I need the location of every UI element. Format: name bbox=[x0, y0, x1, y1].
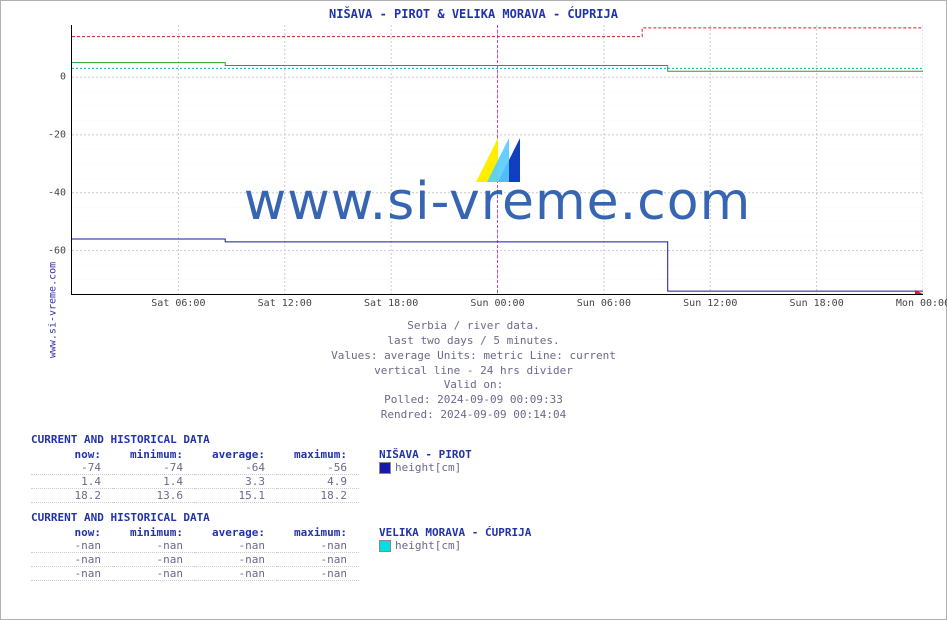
series-name-header: VELIKA MORAVA - ĆUPRIJA bbox=[359, 526, 543, 539]
table-row: -nan-nan-nan-nanheight[cm] bbox=[31, 539, 543, 553]
desc-line: Values: average Units: metric Line: curr… bbox=[1, 349, 946, 364]
plot-area: www.si-vreme.com -60-40-200Sat 06:00Sat … bbox=[71, 25, 923, 295]
table-title: CURRENT AND HISTORICAL DATA bbox=[31, 433, 916, 446]
y-tick-label: 0 bbox=[60, 72, 72, 83]
table-cell: -nan bbox=[277, 539, 359, 553]
chart-title: NIŠAVA - PIROT & VELIKA MORAVA - ĆUPRIJA bbox=[1, 7, 946, 21]
table-cell: -nan bbox=[31, 539, 113, 553]
table-cell: -nan bbox=[113, 553, 195, 567]
legend-swatch bbox=[379, 540, 391, 552]
data-table: now:minimum:average:maximum:VELIKA MORAV… bbox=[31, 526, 543, 581]
table-cell: -nan bbox=[195, 539, 277, 553]
desc-line: Serbia / river data. bbox=[1, 319, 946, 334]
legend-swatch bbox=[379, 462, 391, 474]
series-name-header: NIŠAVA - PIROT bbox=[359, 448, 484, 461]
table-cell: 4.9 bbox=[277, 475, 359, 489]
y-tick-label: -60 bbox=[48, 245, 72, 256]
column-header: minimum: bbox=[113, 448, 195, 461]
column-header: maximum: bbox=[277, 448, 359, 461]
desc-line: vertical line - 24 hrs divider bbox=[1, 364, 946, 379]
y-tick-label: -40 bbox=[48, 187, 72, 198]
row-label bbox=[359, 489, 484, 503]
table-cell: -nan bbox=[31, 567, 113, 581]
table-cell: 1.4 bbox=[113, 475, 195, 489]
chart-description: Serbia / river data. last two days / 5 m… bbox=[1, 319, 946, 423]
x-tick-label: Sat 12:00 bbox=[258, 294, 312, 309]
table-cell: 18.2 bbox=[277, 489, 359, 503]
table-cell: -74 bbox=[31, 461, 113, 475]
table-row: -nan-nan-nan-nan bbox=[31, 553, 543, 567]
table-row: -74-74-64-56height[cm] bbox=[31, 461, 484, 475]
desc-line: Valid on: bbox=[1, 378, 946, 393]
table-cell: -nan bbox=[277, 567, 359, 581]
data-tables: CURRENT AND HISTORICAL DATAnow:minimum:a… bbox=[31, 425, 916, 581]
column-header: average: bbox=[195, 526, 277, 539]
data-table: now:minimum:average:maximum:NIŠAVA - PIR… bbox=[31, 448, 484, 503]
x-tick-label: Sun 12:00 bbox=[683, 294, 737, 309]
x-tick-label: Mon 00:00 bbox=[896, 294, 947, 309]
row-label bbox=[359, 567, 543, 581]
row-label-text: height[cm] bbox=[395, 539, 461, 552]
x-tick-label: Sun 00:00 bbox=[470, 294, 524, 309]
desc-line: last two days / 5 minutes. bbox=[1, 334, 946, 349]
table-row: -nan-nan-nan-nan bbox=[31, 567, 543, 581]
column-header: minimum: bbox=[113, 526, 195, 539]
desc-line: Polled: 2024-09-09 00:09:33 bbox=[1, 393, 946, 408]
table-cell: 15.1 bbox=[195, 489, 277, 503]
row-label bbox=[359, 475, 484, 489]
table-row: 18.213.615.118.2 bbox=[31, 489, 484, 503]
table-cell: -56 bbox=[277, 461, 359, 475]
x-tick-label: Sat 18:00 bbox=[364, 294, 418, 309]
column-header: now: bbox=[31, 526, 113, 539]
table-cell: -nan bbox=[277, 553, 359, 567]
row-label bbox=[359, 553, 543, 567]
column-header: now: bbox=[31, 448, 113, 461]
column-header: maximum: bbox=[277, 526, 359, 539]
table-cell: -nan bbox=[113, 539, 195, 553]
table-cell: -nan bbox=[31, 553, 113, 567]
row-label: height[cm] bbox=[359, 461, 484, 475]
table-cell: 3.3 bbox=[195, 475, 277, 489]
table-row: 1.41.43.34.9 bbox=[31, 475, 484, 489]
chart-frame: www.si-vreme.com NIŠAVA - PIROT & VELIKA… bbox=[0, 0, 947, 620]
y-tick-label: -20 bbox=[48, 129, 72, 140]
table-title: CURRENT AND HISTORICAL DATA bbox=[31, 511, 916, 524]
row-label: height[cm] bbox=[359, 539, 543, 553]
desc-line: Rendred: 2024-09-09 00:14:04 bbox=[1, 408, 946, 423]
x-tick-label: Sun 18:00 bbox=[790, 294, 844, 309]
x-tick-label: Sun 06:00 bbox=[577, 294, 631, 309]
table-cell: -nan bbox=[113, 567, 195, 581]
x-tick-label: Sat 06:00 bbox=[151, 294, 205, 309]
table-cell: -64 bbox=[195, 461, 277, 475]
table-cell: 1.4 bbox=[31, 475, 113, 489]
table-cell: 13.6 bbox=[113, 489, 195, 503]
row-label-text: height[cm] bbox=[395, 461, 461, 474]
column-header: average: bbox=[195, 448, 277, 461]
table-cell: -nan bbox=[195, 567, 277, 581]
table-cell: -74 bbox=[113, 461, 195, 475]
table-cell: 18.2 bbox=[31, 489, 113, 503]
table-cell: -nan bbox=[195, 553, 277, 567]
